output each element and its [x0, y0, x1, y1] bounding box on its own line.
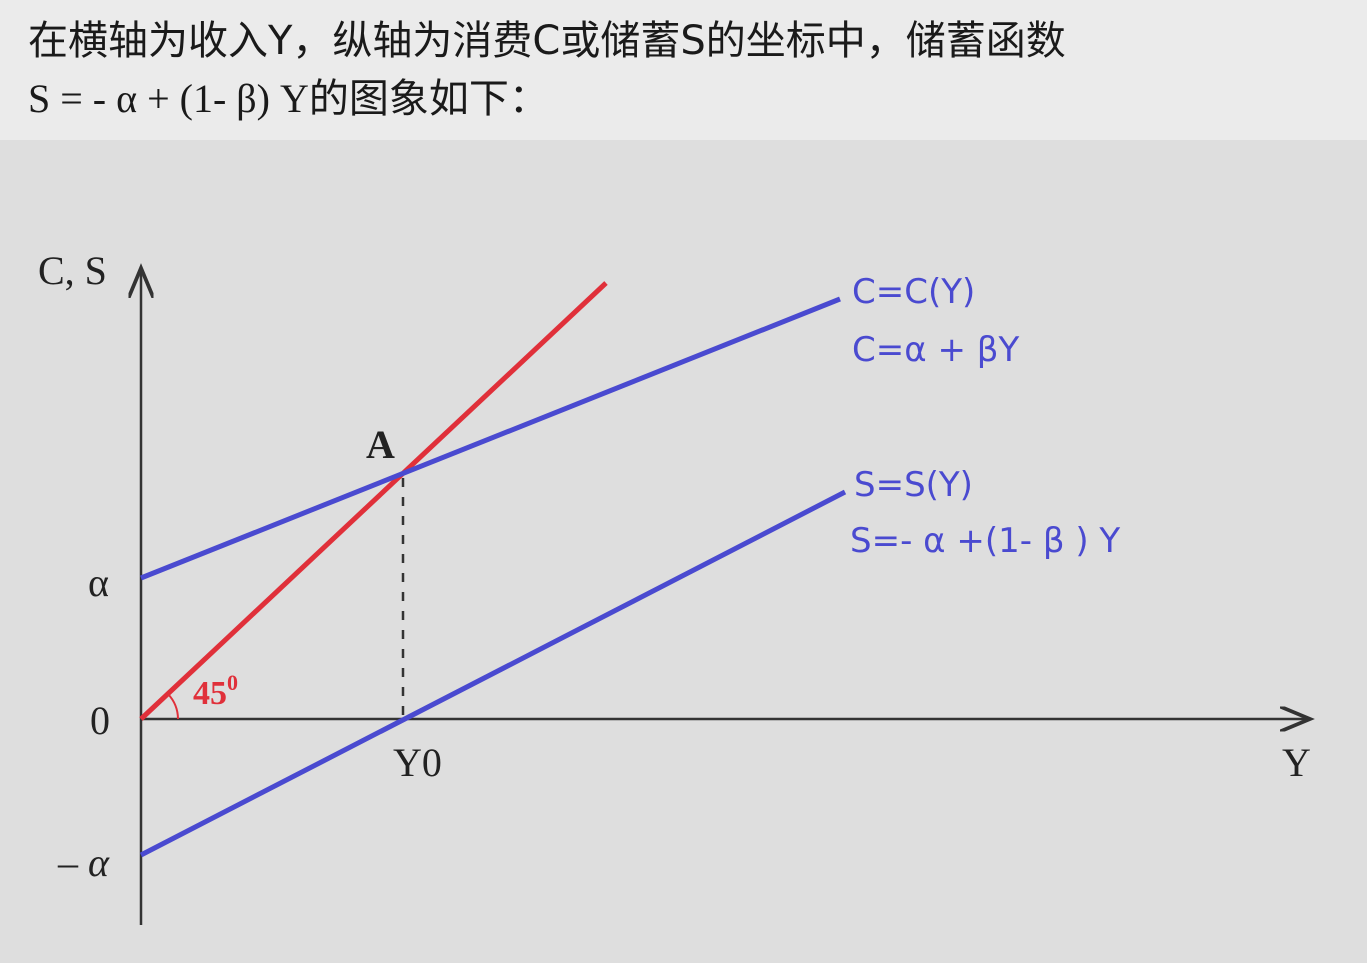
neg-alpha-label: – α: [57, 840, 110, 885]
y-axis-label: C, S: [38, 248, 107, 293]
title-line-2: S = - α + (1- β) Y的图象如下：: [28, 76, 549, 121]
consumption-function-equation: C=α + βY: [852, 330, 1019, 370]
angle-label: 450: [193, 670, 238, 712]
title: 在横轴为收入Y，纵轴为消费C或储蓄S的坐标中，储蓄函数 S = - α + (1…: [28, 12, 1066, 128]
x-axis-label: Y: [1282, 740, 1311, 785]
y0-label: Y0: [393, 740, 442, 785]
saving-function-name: S=S(Y): [854, 465, 973, 505]
line-45-degree: [139, 281, 608, 721]
alpha-label: α: [88, 560, 109, 605]
saving-function-equation: S=- α +(1- β ) Y: [850, 521, 1120, 561]
consumption-line: [140, 296, 841, 581]
point-a-label: A: [366, 422, 395, 467]
angle-arc: [167, 693, 179, 720]
consumption-function-name: C=C(Y): [852, 272, 975, 312]
diagram-panel: [0, 140, 1367, 963]
title-line-1: 在横轴为收入Y，纵轴为消费C或储蓄S的坐标中，储蓄函数: [28, 18, 1066, 64]
saving-line: [139, 489, 847, 858]
origin-label: 0: [90, 698, 110, 743]
